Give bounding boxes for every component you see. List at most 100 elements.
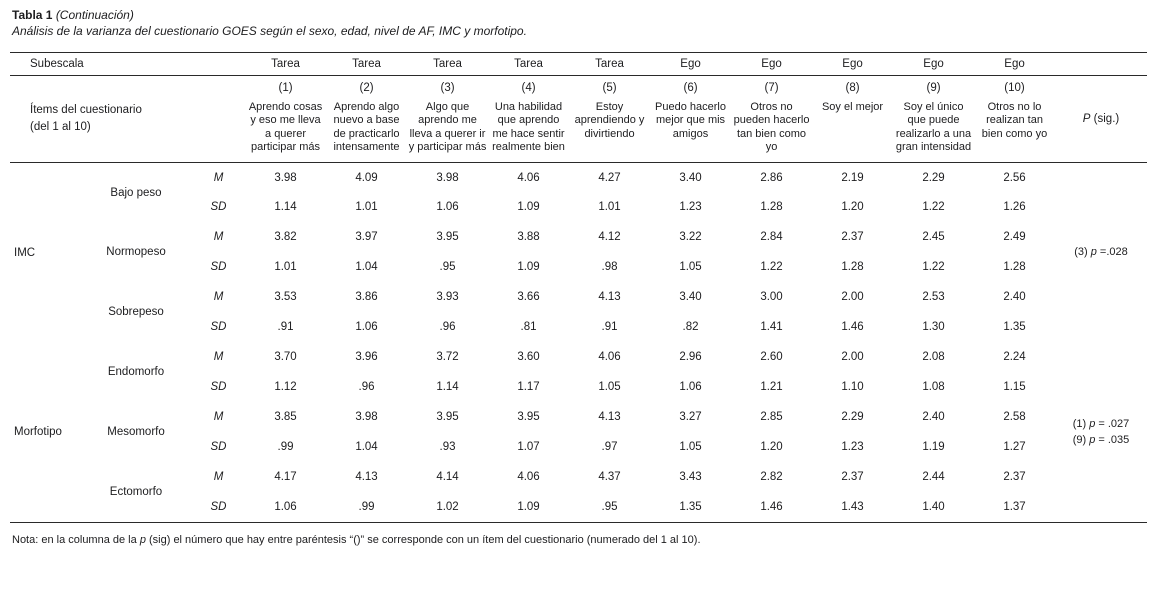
mean-value-mesomorfo-item1: 3.85 bbox=[274, 411, 297, 424]
sd-value-mesomorfo-item6: 1.05 bbox=[679, 441, 702, 454]
subescala-group-morfotipo: Morfotipo bbox=[14, 426, 62, 439]
scale-header-7: Ego bbox=[731, 52, 813, 77]
item-header-2: (2) Aprendo algo nuevo a base de practica… bbox=[326, 75, 408, 163]
table-subtitle: Análisis de la varianza del cuestionario… bbox=[12, 23, 527, 38]
data-row-sd-sobrepeso: SD .91 1.06 .96 .81 .91 .82 1.41 1.46 1.30 1.35 bbox=[10, 312, 1147, 342]
mean-value-sobrepeso-item6: 3.40 bbox=[679, 291, 702, 304]
item-description: Otros no lo realizan tan bien como yo bbox=[981, 101, 1048, 140]
items-label-line: Ítems del cuestionario bbox=[30, 104, 142, 117]
sd-value-sobrepeso-item4: .81 bbox=[520, 321, 537, 334]
anova-goes-table: Subescala Tarea Tarea Tarea Tarea Tarea Ego Ego… bbox=[10, 52, 1148, 523]
mean-value-normopeso-item9: 2.45 bbox=[922, 231, 945, 244]
stat-label-sd: SD bbox=[210, 381, 227, 394]
table-title-block: Tabla 1 (Continuación) Análisis de la va… bbox=[10, 8, 1147, 39]
mean-value-endomorfo-item5: 4.06 bbox=[598, 351, 621, 364]
sd-value-normopeso-item5: .98 bbox=[601, 261, 618, 274]
sd-value-normopeso-item1: 1.01 bbox=[274, 261, 297, 274]
sd-value-normopeso-item10: 1.28 bbox=[1003, 261, 1026, 274]
sd-value-mesomorfo-item2: 1.04 bbox=[355, 441, 378, 454]
mean-value-normopeso-item8: 2.37 bbox=[841, 231, 864, 244]
p-value-line: (1) p = .027 bbox=[1072, 417, 1130, 430]
sd-value-sobrepeso-item9: 1.30 bbox=[922, 321, 945, 334]
table-body: IMC Bajo peso M 3.98 4.09 3.98 4.06 4.27 3.40 2.8… bbox=[10, 162, 1147, 522]
item-description: Estoy aprendiendo y divirtiendo bbox=[574, 101, 645, 140]
mean-value-endomorfo-item1: 3.70 bbox=[274, 351, 297, 364]
mean-value-ectomorfo-item8: 2.37 bbox=[841, 471, 864, 484]
sd-value-sobrepeso-item10: 1.35 bbox=[1003, 321, 1026, 334]
mean-value-bajo-peso-item4: 4.06 bbox=[517, 171, 540, 184]
scale-header-8: Ego bbox=[812, 52, 894, 77]
subgroup-normopeso: Normopeso bbox=[106, 246, 166, 259]
item-description: Aprendo cosas y eso me lleva a querer pa… bbox=[248, 101, 323, 153]
mean-value-bajo-peso-item2: 4.09 bbox=[355, 171, 378, 184]
item-number: (7) bbox=[764, 82, 779, 95]
mean-value-mesomorfo-item8: 2.29 bbox=[841, 411, 864, 424]
sd-value-endomorfo-item1: 1.12 bbox=[274, 381, 297, 394]
mean-value-sobrepeso-item2: 3.86 bbox=[355, 291, 378, 304]
stat-label-sd: SD bbox=[210, 261, 227, 274]
mean-value-mesomorfo-item10: 2.58 bbox=[1003, 411, 1026, 424]
item-number: (10) bbox=[1004, 82, 1025, 95]
sd-value-endomorfo-item2: .96 bbox=[358, 381, 375, 394]
item-header-row: Ítems del cuestionario (del 1 al 10) (1) Ap… bbox=[10, 75, 1148, 163]
mean-value-ectomorfo-item9: 2.44 bbox=[922, 471, 945, 484]
item-number: (4) bbox=[521, 82, 536, 95]
table-title: Tabla 1 (Continuación) bbox=[12, 8, 1147, 24]
mean-value-mesomorfo-item7: 2.85 bbox=[760, 411, 783, 424]
sd-value-sobrepeso-item6: .82 bbox=[682, 321, 699, 334]
subescala-group-imc: IMC bbox=[14, 246, 36, 259]
data-row-sd-bajo-peso: SD 1.14 1.01 1.06 1.09 1.01 1.23 1.28 1.20 1.22 1.… bbox=[10, 192, 1147, 222]
item-number: (3) bbox=[440, 82, 455, 95]
item-number: (6) bbox=[683, 82, 698, 95]
scale-header-10: Ego bbox=[974, 52, 1056, 77]
mean-value-endomorfo-item9: 2.08 bbox=[922, 351, 945, 364]
mean-value-endomorfo-item3: 3.72 bbox=[436, 351, 459, 364]
mean-value-mesomorfo-item5: 4.13 bbox=[598, 411, 621, 424]
mean-value-normopeso-item5: 4.12 bbox=[598, 231, 621, 244]
item-header-3: (3) Algo que aprendo me lleva a querer ir… bbox=[407, 75, 489, 163]
sd-value-ectomorfo-item9: 1.40 bbox=[922, 501, 945, 514]
sd-value-bajo-peso-item3: 1.06 bbox=[436, 201, 459, 214]
mean-value-sobrepeso-item4: 3.66 bbox=[517, 291, 540, 304]
mean-value-normopeso-item4: 3.88 bbox=[517, 231, 540, 244]
mean-value-ectomorfo-item6: 3.43 bbox=[679, 471, 702, 484]
sd-value-endomorfo-item6: 1.06 bbox=[679, 381, 702, 394]
item-description: Soy el mejor bbox=[821, 101, 884, 114]
mean-value-bajo-peso-item6: 3.40 bbox=[679, 171, 702, 184]
data-row-m-sobrepeso: Sobrepeso M 3.53 3.86 3.93 3.66 4.13 3.40 3.00 2.… bbox=[10, 282, 1147, 318]
mean-value-normopeso-item7: 2.84 bbox=[760, 231, 783, 244]
items-questionnaire-label: Ítems del cuestionario (del 1 al 10) bbox=[10, 75, 246, 163]
sd-value-bajo-peso-item9: 1.22 bbox=[922, 201, 945, 214]
mean-value-bajo-peso-item1: 3.98 bbox=[274, 171, 297, 184]
sd-value-mesomorfo-item9: 1.19 bbox=[922, 441, 945, 454]
sd-value-endomorfo-item3: 1.14 bbox=[436, 381, 459, 394]
subgroup-bajo-peso: Bajo peso bbox=[110, 186, 162, 199]
stat-label-m: M bbox=[213, 291, 224, 304]
scale-header-9: Ego bbox=[893, 52, 975, 77]
item-description: Otros no pueden hacerlo tan bien como yo bbox=[733, 101, 810, 153]
data-row-m-ectomorfo: Ectomorfo M 4.17 4.13 4.14 4.06 4.37 3.43 2.82 2.… bbox=[10, 462, 1147, 498]
mean-value-mesomorfo-item2: 3.98 bbox=[355, 411, 378, 424]
mean-value-mesomorfo-item4: 3.95 bbox=[517, 411, 540, 424]
mean-value-normopeso-item6: 3.22 bbox=[679, 231, 702, 244]
sd-value-ectomorfo-item6: 1.35 bbox=[679, 501, 702, 514]
mean-value-bajo-peso-item8: 2.19 bbox=[841, 171, 864, 184]
sd-value-ectomorfo-item1: 1.06 bbox=[274, 501, 297, 514]
sd-value-sobrepeso-item5: .91 bbox=[601, 321, 618, 334]
mean-value-ectomorfo-item7: 2.82 bbox=[760, 471, 783, 484]
p-value-line: (3) p =.028 bbox=[1074, 246, 1128, 259]
stat-label-m: M bbox=[213, 471, 224, 484]
mean-value-ectomorfo-item1: 4.17 bbox=[274, 471, 297, 484]
mean-value-endomorfo-item10: 2.24 bbox=[1003, 351, 1026, 364]
sd-value-normopeso-item6: 1.05 bbox=[679, 261, 702, 274]
mean-value-normopeso-item1: 3.82 bbox=[274, 231, 297, 244]
item-header-10: (10) Otros no lo realizan tan bien como y… bbox=[974, 75, 1056, 163]
mean-value-bajo-peso-item7: 2.86 bbox=[760, 171, 783, 184]
sd-value-bajo-peso-item1: 1.14 bbox=[274, 201, 297, 214]
item-description: Aprendo algo nuevo a base de practicarlo… bbox=[333, 101, 400, 153]
p-value-line: (9) p = .035 bbox=[1072, 434, 1130, 447]
sd-value-mesomorfo-item7: 1.20 bbox=[760, 441, 783, 454]
sd-value-ectomorfo-item10: 1.37 bbox=[1003, 501, 1026, 514]
mean-value-bajo-peso-item10: 2.56 bbox=[1003, 171, 1026, 184]
sd-value-sobrepeso-item3: .96 bbox=[439, 321, 456, 334]
